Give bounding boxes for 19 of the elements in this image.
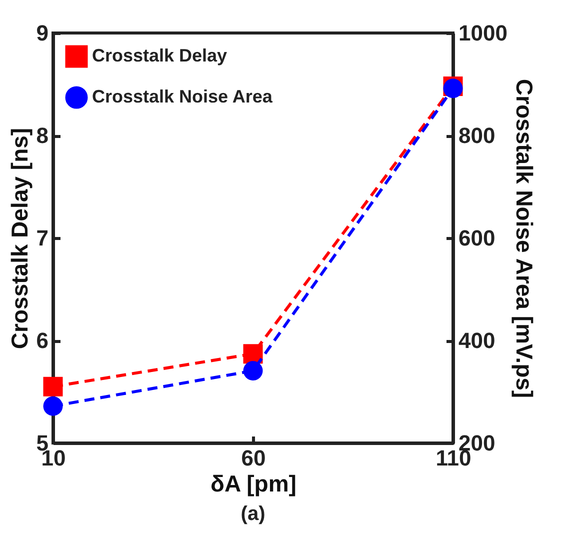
y2-tick-label: 1000 (458, 20, 508, 46)
y-tick-label: 7 (36, 226, 48, 250)
point (43, 396, 63, 416)
point (243, 344, 263, 364)
text: (a) (240, 503, 266, 525)
y-axis-title: Crosstalk Delay [ns] (6, 128, 32, 350)
y2-tick-label: 400 (458, 328, 496, 353)
y-tick-label: 9 (36, 20, 48, 46)
y2-axis-title: Crosstalk Noise Area [mV.ps] (511, 78, 538, 398)
point (243, 361, 263, 380)
legend-label: Crosstalk Noise Area (92, 86, 274, 106)
point (43, 376, 63, 396)
legend-label: Crosstalk Delay (92, 46, 228, 66)
x-axis-title: δA [pm] (210, 470, 296, 496)
y2-tick-label: 600 (458, 226, 496, 250)
y2-tick-label: 800 (458, 123, 496, 148)
y-tick-label: 8 (36, 123, 48, 148)
y-tick-label: 6 (36, 328, 48, 353)
x-tick-label: 60 (241, 446, 266, 470)
